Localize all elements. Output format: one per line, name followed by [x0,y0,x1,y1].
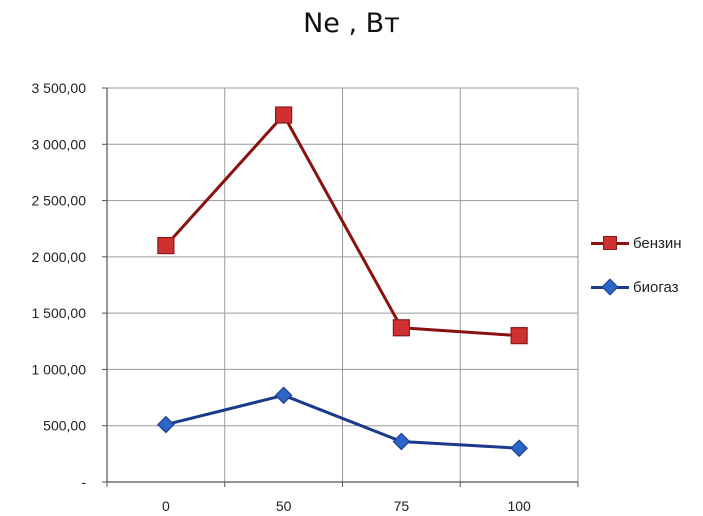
legend-swatch-benzin [591,234,629,252]
series-line-benzin [164,113,520,338]
data-point-biogaz [274,386,293,405]
y-tick-label: 1 000,00 [32,361,87,377]
legend-item-biogaz: биогаз [591,276,682,298]
x-tick-label: 50 [276,498,292,514]
y-tick-label: - [81,474,86,490]
y-tick-label: 2 000,00 [32,249,87,265]
y-tick-label: 1 500,00 [32,305,87,321]
y-tick-label: 500,00 [43,418,86,434]
chart-title: Ne , Вт [303,8,400,39]
data-point-benzin [392,319,410,337]
y-tick-label: 2 500,00 [32,193,87,209]
y-tick-label: 3 000,00 [32,136,87,152]
x-tick-label: 75 [394,498,410,514]
x-tick-label: 0 [162,498,170,514]
data-point-biogaz [510,439,528,458]
data-point-benzin [510,327,528,345]
legend-label-benzin: бензин [633,234,682,252]
legend-item-benzin: бензин [591,232,682,254]
data-point-benzin [275,106,293,124]
data-point-benzin [157,237,175,255]
series-line-biogaz [165,393,520,450]
data-point-biogaz [157,415,175,434]
y-tick-label: 3 500,00 [32,80,87,96]
legend-label-biogaz: биогаз [633,278,679,296]
data-point-biogaz [392,432,411,451]
legend-swatch-biogaz [591,278,629,296]
x-tick-label: 100 [507,498,531,514]
chart-legend: бензин биогаз [591,232,682,320]
